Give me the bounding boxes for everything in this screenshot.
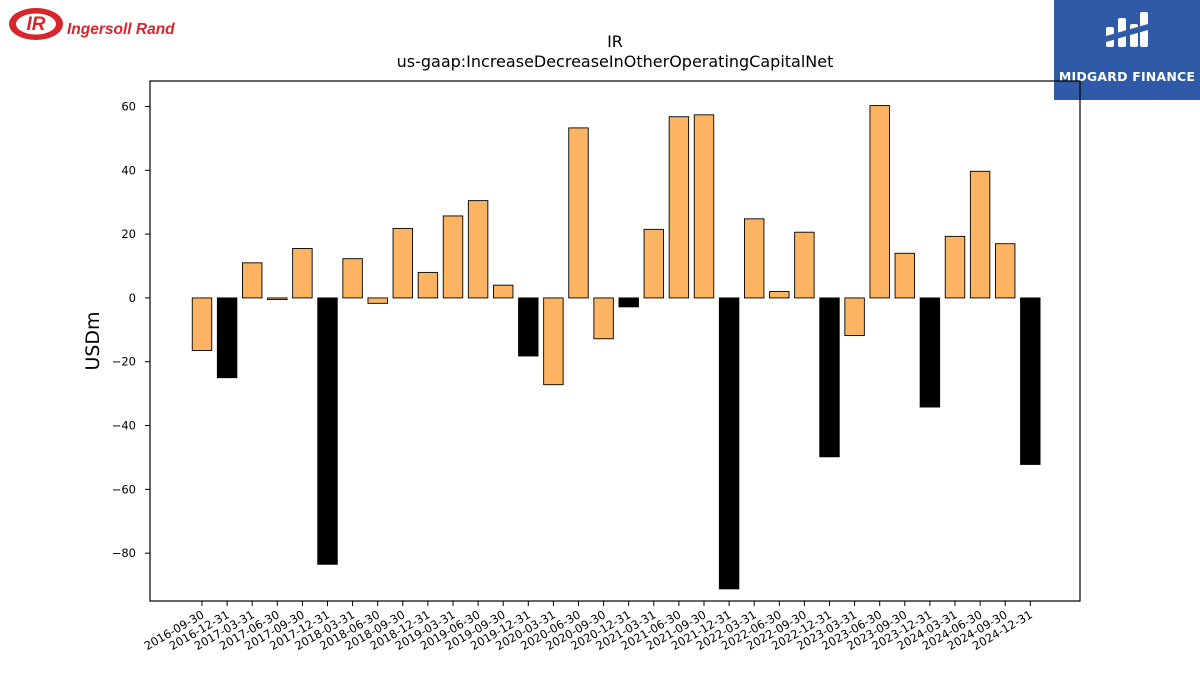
y-axis: 60 40 20 0 −20 −40 −60 −80 xyxy=(112,100,150,560)
bar-2017-12-31 xyxy=(317,297,338,565)
y-axis-label: USDm xyxy=(82,311,104,370)
midgard-finance-logo: MIDGARD FINANCE xyxy=(1054,0,1200,100)
bar-2022-03-31 xyxy=(744,218,765,299)
bar-2018-03-31 xyxy=(342,258,363,299)
bar-2023-12-31 xyxy=(919,297,941,408)
bar-2019-03-31 xyxy=(442,215,464,299)
midgard-finance-wordmark: MIDGARD FINANCE xyxy=(1058,69,1196,84)
chart-title: IR xyxy=(607,32,623,51)
ir-logo-wordmark: Ingersoll Rand xyxy=(67,21,175,38)
bar-2022-12-31 xyxy=(819,297,840,458)
bar-2024-09-30 xyxy=(995,243,1016,299)
bar-2018-06-30 xyxy=(367,297,388,304)
bar-2016-09-30 xyxy=(191,297,213,352)
bar-2024-12-31 xyxy=(1020,297,1041,465)
ir-logo-mark-text: IR xyxy=(27,14,46,35)
bar-2021-06-30 xyxy=(668,116,690,299)
bar-2017-03-31 xyxy=(241,262,263,299)
y-tick-label: 60 xyxy=(121,100,136,114)
bar-2023-03-31 xyxy=(844,297,865,337)
bar-2024-06-30 xyxy=(969,170,991,299)
bar-2018-09-30 xyxy=(392,227,413,299)
bar-2019-09-30 xyxy=(493,284,514,299)
bar-2020-06-30 xyxy=(568,127,589,299)
bar-2023-06-30 xyxy=(869,105,890,299)
bar-2021-09-30 xyxy=(693,114,715,299)
y-tick-label: 20 xyxy=(121,227,136,241)
bar-2019-12-31 xyxy=(518,297,539,357)
y-tick-label: −80 xyxy=(112,546,136,560)
y-tick-label: 0 xyxy=(129,291,136,305)
midgard-emblem-icon xyxy=(1106,12,1148,47)
bar-2018-12-31 xyxy=(417,271,439,299)
bar-2024-03-31 xyxy=(944,235,966,299)
x-axis: 2016-09-302016-12-312017-03-312017-06-30… xyxy=(142,601,1035,653)
bar-2020-09-30 xyxy=(593,297,614,340)
bar-2021-12-31 xyxy=(718,297,740,590)
chart-subtitle: us-gaap:IncreaseDecreaseInOtherOperating… xyxy=(396,52,834,71)
bar-2019-06-30 xyxy=(467,200,489,299)
y-tick-label: −60 xyxy=(112,482,136,496)
plot-frame xyxy=(149,80,1081,602)
bar-2020-12-31 xyxy=(618,297,639,308)
bar-2017-09-30 xyxy=(292,248,313,299)
bar-2021-03-31 xyxy=(643,228,664,299)
bar-2020-03-31 xyxy=(543,297,564,386)
y-tick-label: −20 xyxy=(112,355,136,369)
bar-2022-06-30 xyxy=(769,291,790,299)
bar-2017-06-30 xyxy=(267,297,288,300)
y-tick-label: −40 xyxy=(112,419,136,433)
bar-2023-09-30 xyxy=(894,252,915,299)
bar-series xyxy=(191,105,1041,590)
y-tick-label: 40 xyxy=(121,163,136,177)
ingersoll-rand-logo: IR Ingersoll Rand xyxy=(6,4,186,44)
bar-2022-09-30 xyxy=(794,231,815,299)
bar-2016-12-31 xyxy=(216,297,238,379)
